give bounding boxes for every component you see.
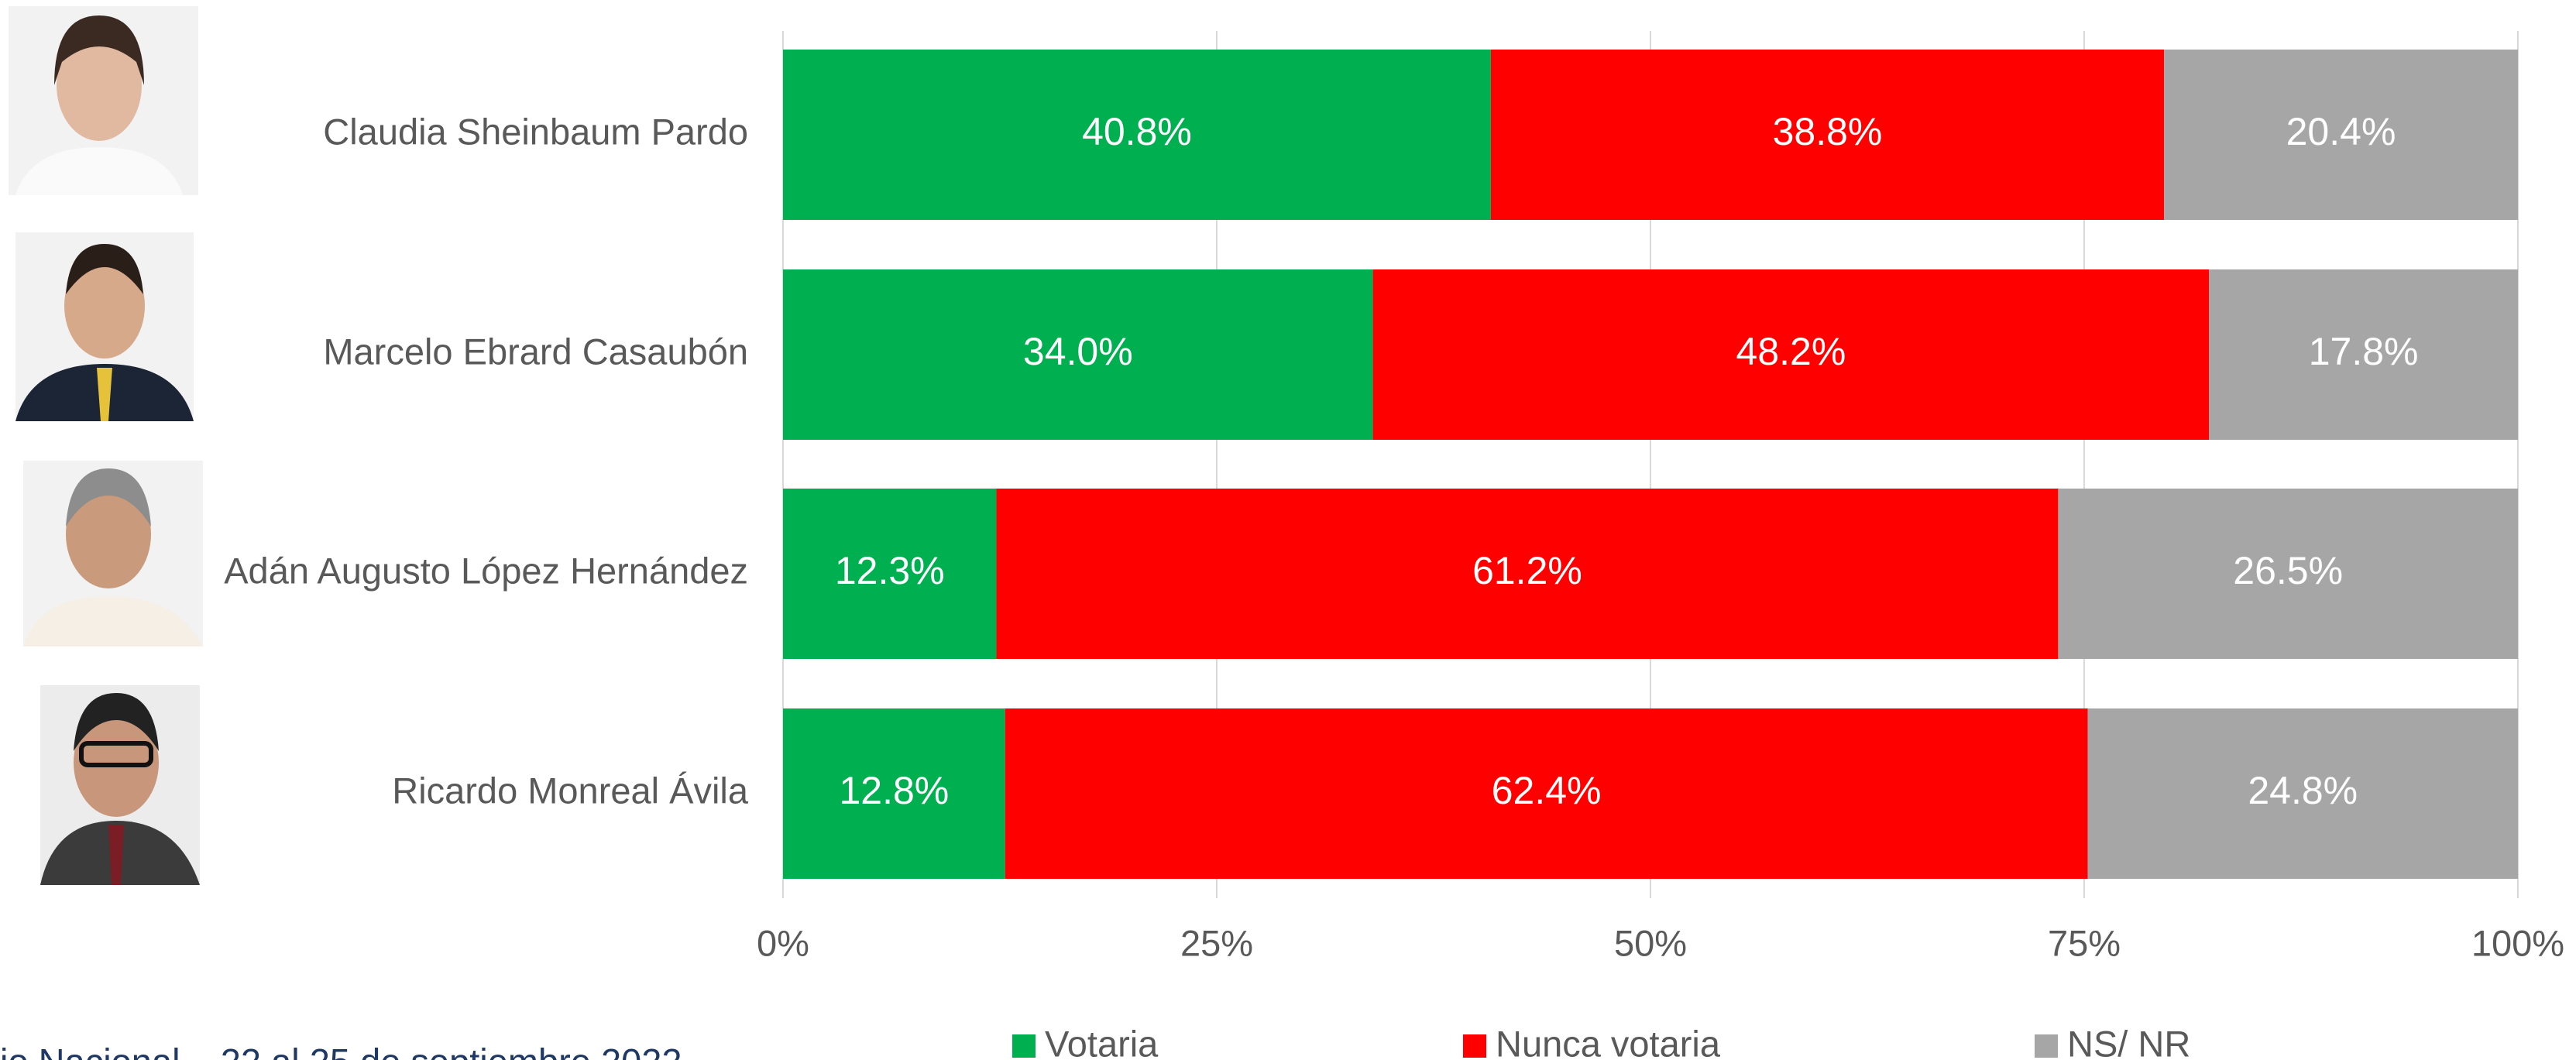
value-label: 12.3% — [835, 549, 945, 592]
value-label: 38.8% — [1773, 110, 1883, 153]
page: {"chart_data": {"type": "stacked-bar-hor… — [0, 0, 2576, 1060]
legend-swatch — [1463, 1034, 1486, 1058]
photo — [9, 6, 198, 195]
photo — [23, 461, 203, 647]
x-tick-label: 50% — [1614, 922, 1687, 963]
value-label: 62.4% — [1492, 769, 1602, 812]
legend-label: NS/ NR — [2067, 1023, 2190, 1060]
photo — [40, 685, 200, 885]
category-label: Ricardo Monreal Ávila — [392, 770, 749, 811]
value-label: 26.5% — [2233, 549, 2343, 592]
photo — [15, 232, 194, 421]
x-tick-label: 75% — [2048, 922, 2121, 963]
category-label: Adán Augusto López Hernández — [224, 550, 748, 591]
value-label: 61.2% — [1472, 549, 1582, 592]
value-label: 17.8% — [2309, 330, 2419, 373]
chart: 0% 25% 50% 75% 100% Claudia Sheinbaum Pardo 40… — [0, 0, 2576, 1060]
value-label: 48.2% — [1736, 330, 1846, 373]
legend-swatch — [1012, 1034, 1036, 1058]
legend-label: Nunca votaria — [1496, 1023, 1721, 1060]
x-tick-label: 100% — [2471, 922, 2564, 963]
legend-label: Votaria — [1045, 1023, 1159, 1060]
value-label: 20.4% — [2286, 110, 2396, 153]
photos — [9, 6, 203, 885]
category-label: Marcelo Ebrard Casaubón — [323, 331, 748, 372]
value-label: 12.8% — [839, 769, 949, 812]
footnote: io Nacional – 22 al 25 de septiembre 202… — [0, 1041, 682, 1060]
x-tick-label: 25% — [1180, 922, 1253, 963]
value-label: 24.8% — [2248, 769, 2358, 812]
category-label: Claudia Sheinbaum Pardo — [323, 111, 748, 152]
value-label: 40.8% — [1082, 110, 1192, 153]
x-tick-label: 0% — [757, 922, 809, 963]
value-label: 34.0% — [1023, 330, 1133, 373]
legend-swatch — [2035, 1034, 2058, 1058]
